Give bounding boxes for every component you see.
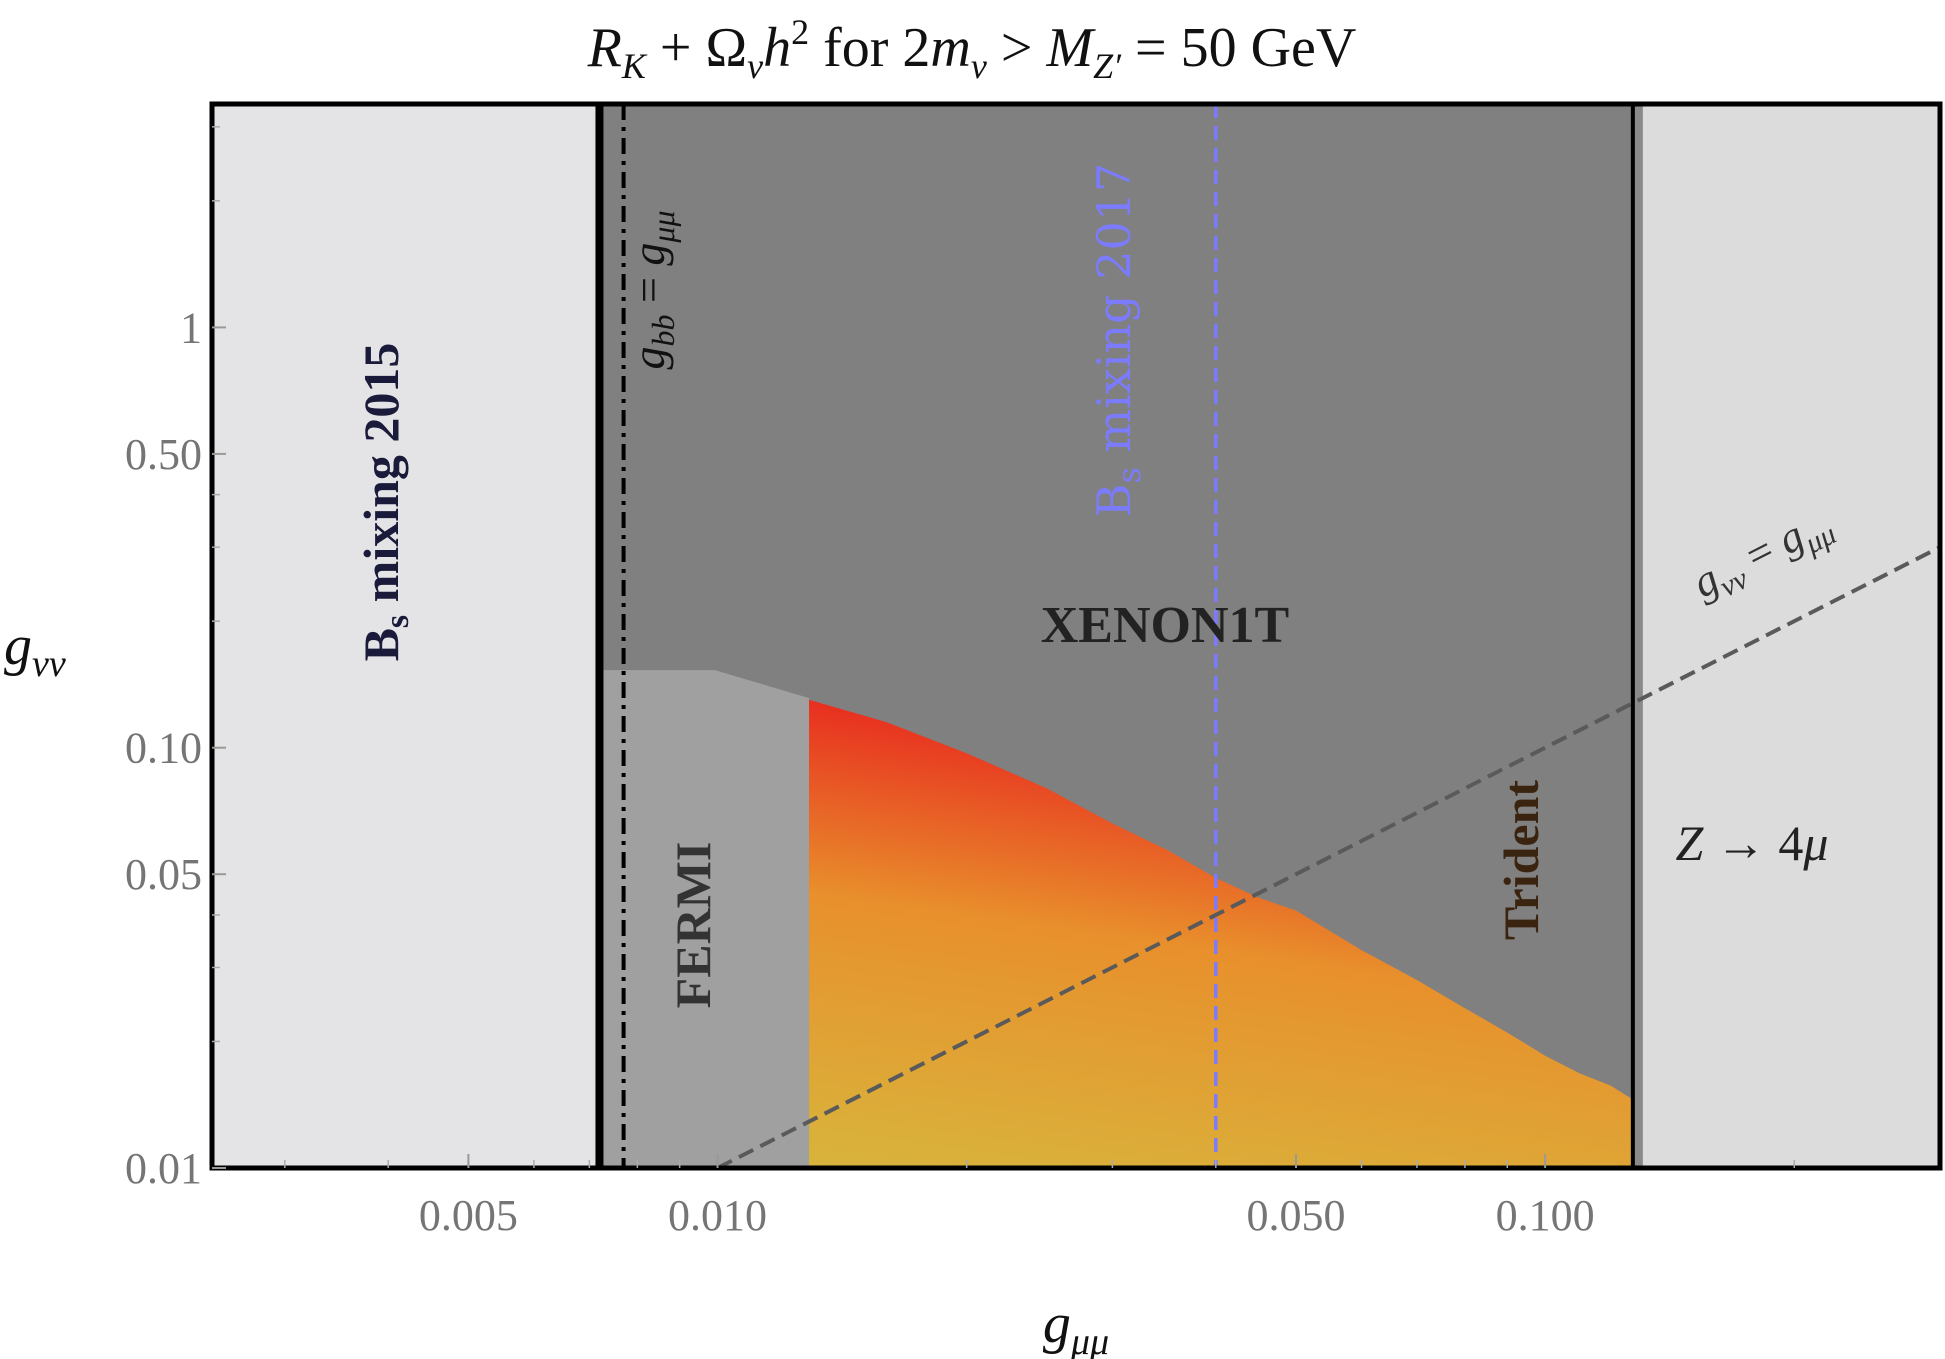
z-to-4mu-region xyxy=(1642,104,1940,1168)
y-tick-label: 0.05 xyxy=(125,850,202,899)
gnunu-equals-gmumu-line xyxy=(716,545,1940,1168)
gbb-equals-gmumu-label: gbb = gμμ xyxy=(623,210,681,369)
y-tick-label: 0.50 xyxy=(125,430,202,479)
z-to-4mu-label: Z → 4μ xyxy=(1676,815,1829,871)
plot-area xyxy=(212,104,1940,1168)
trident-line xyxy=(1633,104,1643,1168)
fermi-region xyxy=(599,670,810,1168)
x-axis-ticks: 0.005 0.010 0.050 0.100 xyxy=(284,1154,1796,1240)
x-tick-label: 0.050 xyxy=(1246,1191,1345,1240)
fermi-label: FERMI xyxy=(665,842,721,1009)
x-tick-label: 0.010 xyxy=(668,1191,767,1240)
plot-frame xyxy=(209,101,1943,1171)
x-tick-label: 0.100 xyxy=(1496,1191,1595,1240)
bs-mixing-2015-region xyxy=(212,104,600,1168)
x-axis-label: gμμ xyxy=(1043,1293,1109,1359)
bs-mixing-2015-boundary xyxy=(595,104,604,1168)
chart-title: RK + Ωνh2 for 2mν > MZ′ = 50 GeV xyxy=(587,12,1357,86)
bs-mixing-2017-label: Bs mixing 2017 xyxy=(1087,163,1148,518)
y-tick-label: 0.01 xyxy=(125,1144,202,1193)
y-axis-label: gνν xyxy=(4,615,66,685)
trident-label: Trident xyxy=(1493,780,1549,941)
bs-mixing-2015-label: Bs mixing 2015 xyxy=(353,343,416,662)
allowed-region xyxy=(809,699,1634,1168)
xenon1t-label: XENON1T xyxy=(1041,597,1289,654)
x-tick-label: 0.005 xyxy=(419,1191,518,1240)
y-tick-label: 1 xyxy=(180,303,202,352)
y-axis-ticks: 0.01 0.05 0.10 0.50 1 xyxy=(125,126,226,1193)
y-tick-label: 0.10 xyxy=(125,724,202,773)
